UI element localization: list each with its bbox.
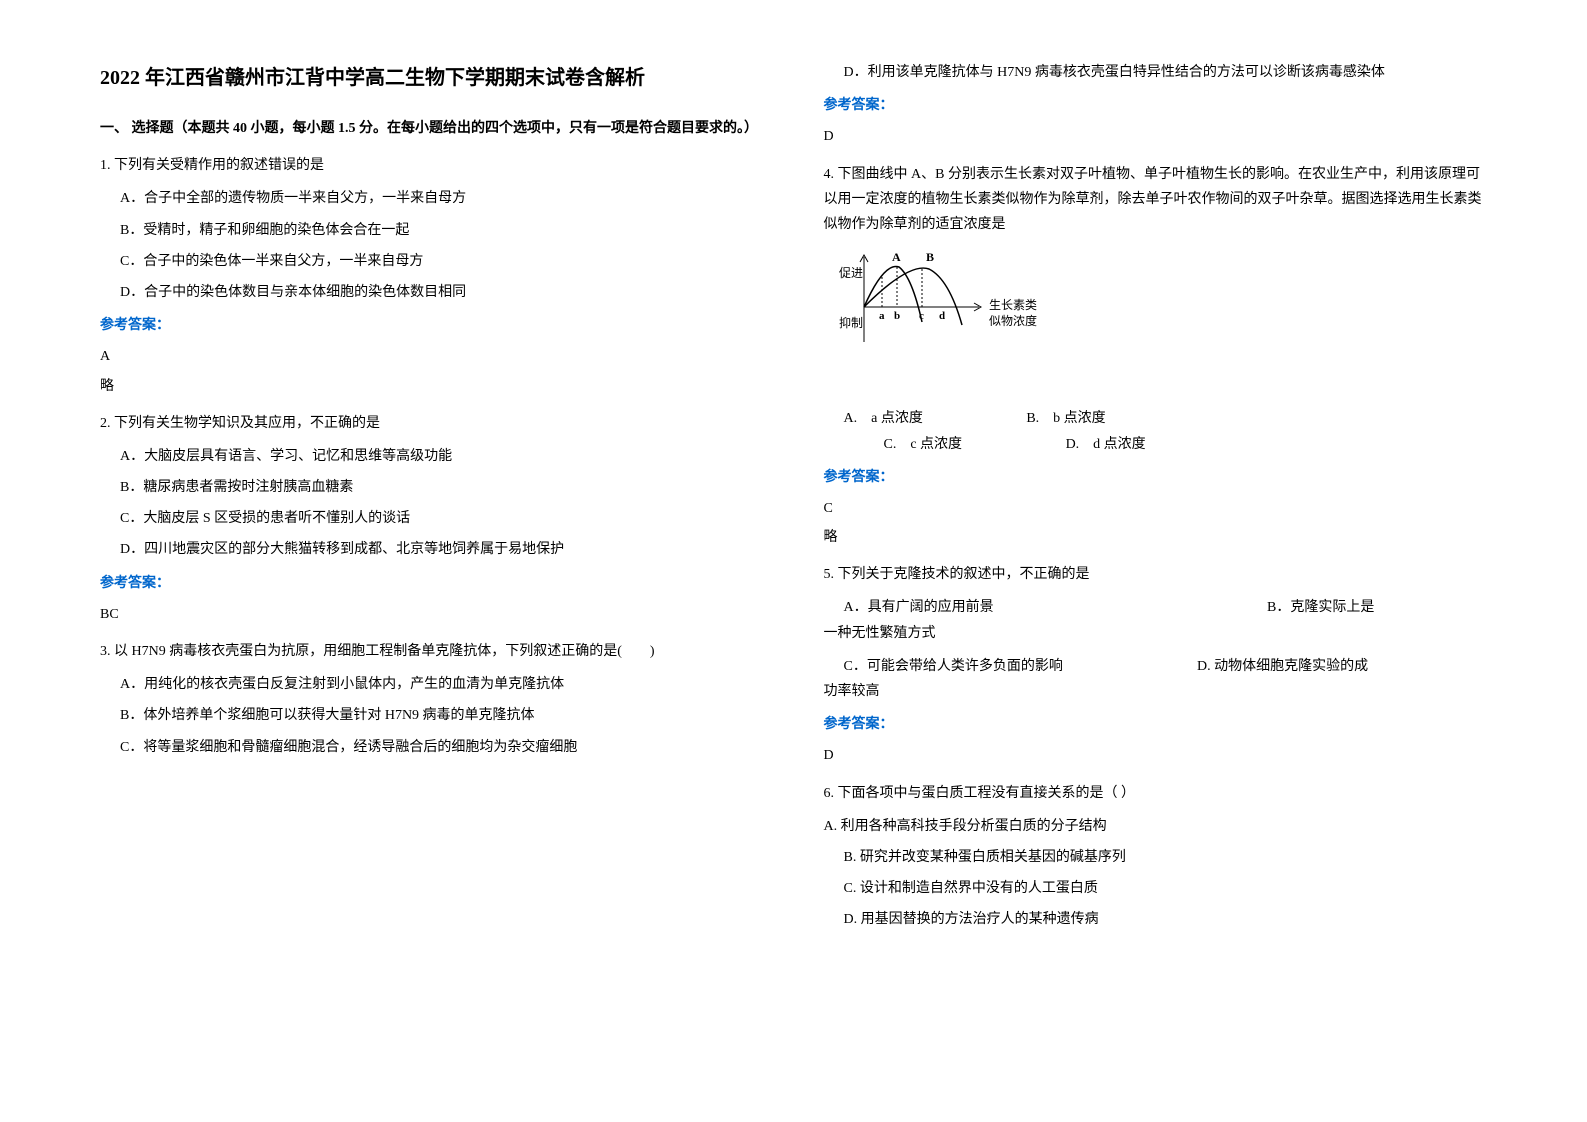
question-1-text: 1. 下列有关受精作用的叙述错误的是 <box>100 153 764 178</box>
q6-option-a: A. 利用各种高科技手段分析蛋白质的分子结构 <box>824 814 1488 839</box>
curve-a-label: A <box>892 250 901 264</box>
x-point-d: d <box>939 310 945 322</box>
answer-label: 参考答案： <box>824 465 1488 490</box>
q2-option-c: C．大脑皮层 S 区受损的患者听不懂别人的谈话 <box>120 506 764 531</box>
q1-option-d: D．合子中的染色体数目与亲本体细胞的染色体数目相同 <box>120 280 764 305</box>
q4-explanation: 略 <box>824 525 1488 550</box>
q5-option-d-part2: 功率较高 <box>824 679 1488 704</box>
q2-answer: BC <box>100 602 764 627</box>
q2-option-a: A．大脑皮层具有语言、学习、记忆和思维等高级功能 <box>120 444 764 469</box>
question-4-text: 4. 下图曲线中 A、B 分别表示生长素对双子叶植物、单子叶植物生长的影响。在农… <box>824 162 1488 238</box>
x-point-a: a <box>879 310 885 322</box>
q4-option-a: A. a 点浓度 <box>844 406 923 431</box>
q4-options-row1: A. a 点浓度 B. b 点浓度 <box>824 406 1488 431</box>
q1-option-c: C．合子中的染色体一半来自父方，一半来自母方 <box>120 249 764 274</box>
q4-option-d: D. d 点浓度 <box>1066 432 1146 457</box>
q5-option-b-part1: B．克隆实际上是 <box>1267 600 1374 615</box>
q5-option-c: C．可能会带给人类许多负面的影响 <box>844 654 1194 679</box>
x-label-1: 生长素类 <box>989 298 1037 312</box>
question-3-text: 3. 以 H7N9 病毒核衣壳蛋白为抗原，用细胞工程制备单克隆抗体，下列叙述正确… <box>100 639 764 664</box>
chart-svg: 促进 抑制 生长素类 似物浓度 A B a b c d <box>834 247 1064 357</box>
q1-option-a: A．合子中全部的遗传物质一半来自父方，一半来自母方 <box>120 186 764 211</box>
answer-label: 参考答案： <box>100 571 764 596</box>
q2-option-b: B．糖尿病患者需按时注射胰高血糖素 <box>120 475 764 500</box>
q1-explanation: 略 <box>100 374 764 399</box>
q1-option-b: B．受精时，精子和卵细胞的染色体会合在一起 <box>120 218 764 243</box>
q1-answer: A <box>100 344 764 369</box>
q2-option-d: D．四川地震灾区的部分大熊猫转移到成都、北京等地饲养属于易地保护 <box>120 537 764 562</box>
right-column: D．利用该单克隆抗体与 H7N9 病毒核衣壳蛋白特异性结合的方法可以诊断该病毒感… <box>824 60 1488 939</box>
q4-option-b: B. b 点浓度 <box>1026 406 1105 431</box>
y-label-top: 促进 <box>839 266 863 280</box>
q3-answer: D <box>824 124 1488 149</box>
page-title: 2022 年江西省赣州市江背中学高二生物下学期期末试卷含解析 <box>100 60 764 96</box>
spacer <box>824 376 1488 406</box>
x-point-b: b <box>894 310 900 322</box>
answer-label: 参考答案： <box>824 712 1488 737</box>
q5-answer: D <box>824 743 1488 768</box>
question-5-text: 5. 下列关于克隆技术的叙述中，不正确的是 <box>824 562 1488 587</box>
page-container: 2022 年江西省赣州市江背中学高二生物下学期期末试卷含解析 一、 选择题（本题… <box>100 60 1487 939</box>
x-point-c: c <box>919 310 924 322</box>
y-label-bottom: 抑制 <box>839 315 863 330</box>
q6-option-c: C. 设计和制造自然界中没有的人工蛋白质 <box>844 876 1488 901</box>
q5-options-row1: A．具有广阔的应用前景 B．克隆实际上是 <box>824 595 1488 620</box>
question-6-text: 6. 下面各项中与蛋白质工程没有直接关系的是（ ） <box>824 781 1488 806</box>
q5-option-b-part2: 一种无性繁殖方式 <box>824 621 1488 646</box>
q3-option-c: C．将等量浆细胞和骨髓瘤细胞混合，经诱导融合后的细胞均为杂交瘤细胞 <box>120 735 764 760</box>
growth-hormone-chart: 促进 抑制 生长素类 似物浓度 A B a b c d <box>834 247 1488 366</box>
q4-option-c: C. c 点浓度 <box>884 432 963 457</box>
q6-option-b: B. 研究并改变某种蛋白质相关基因的碱基序列 <box>844 845 1488 870</box>
q5-option-d-part1: D. 动物体细胞克隆实验的成 <box>1197 659 1368 674</box>
answer-label: 参考答案： <box>824 93 1488 118</box>
q4-answer: C <box>824 496 1488 521</box>
section-header: 一、 选择题（本题共 40 小题，每小题 1.5 分。在每小题给出的四个选项中，… <box>100 116 764 141</box>
q3-option-a: A．用纯化的核衣壳蛋白反复注射到小鼠体内，产生的血清为单克隆抗体 <box>120 672 764 697</box>
q5-options-row2: C．可能会带给人类许多负面的影响 D. 动物体细胞克隆实验的成 <box>824 654 1488 679</box>
left-column: 2022 年江西省赣州市江背中学高二生物下学期期末试卷含解析 一、 选择题（本题… <box>100 60 764 939</box>
x-label-2: 似物浓度 <box>989 313 1037 328</box>
curve-b-label: B <box>926 250 934 264</box>
q4-options-row2: C. c 点浓度 D. d 点浓度 <box>824 432 1488 457</box>
answer-label: 参考答案： <box>100 313 764 338</box>
q3-option-b: B．体外培养单个浆细胞可以获得大量针对 H7N9 病毒的单克隆抗体 <box>120 703 764 728</box>
q5-option-a: A．具有广阔的应用前景 <box>844 595 1264 620</box>
q6-option-d: D. 用基因替换的方法治疗人的某种遗传病 <box>844 907 1488 932</box>
q3-option-d: D．利用该单克隆抗体与 H7N9 病毒核衣壳蛋白特异性结合的方法可以诊断该病毒感… <box>844 60 1488 85</box>
question-2-text: 2. 下列有关生物学知识及其应用，不正确的是 <box>100 411 764 436</box>
